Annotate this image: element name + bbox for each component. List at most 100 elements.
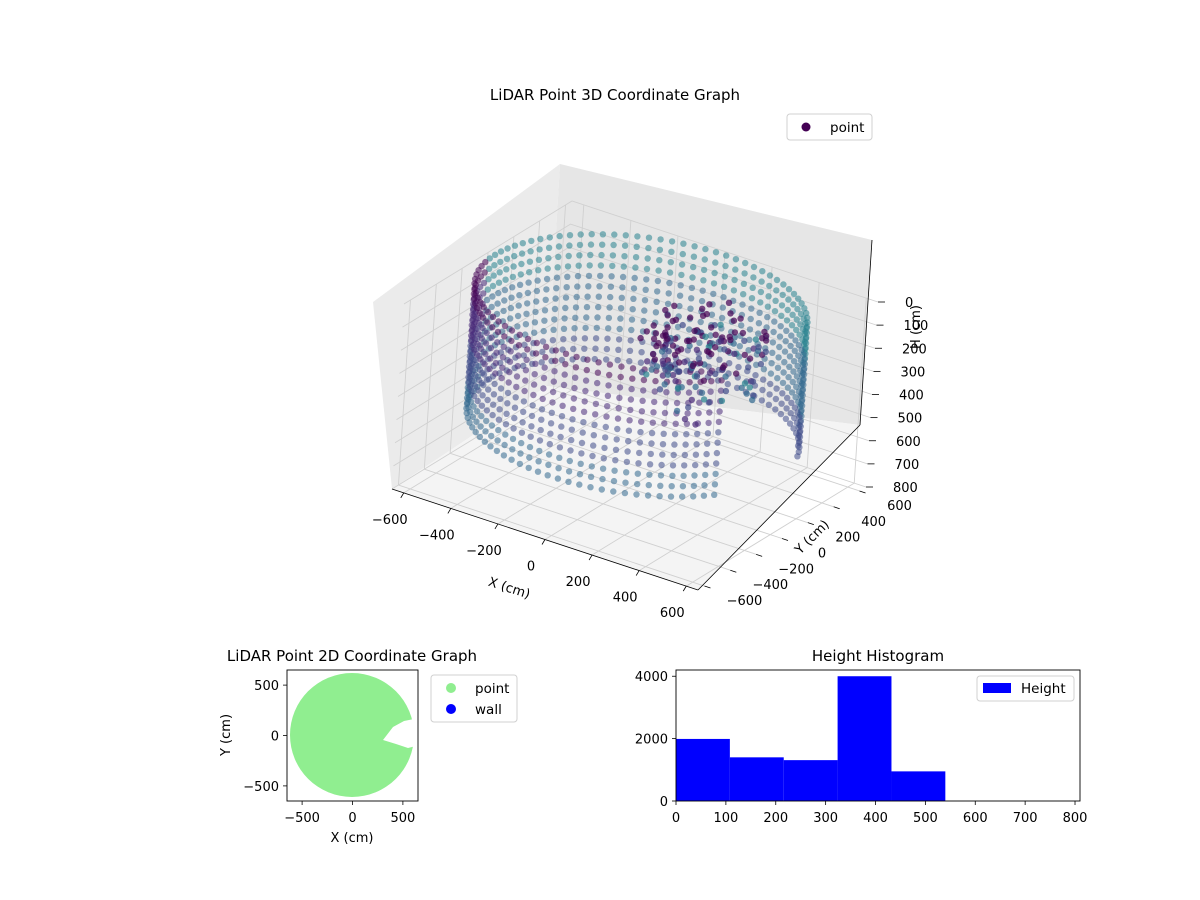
lidar-point [646,461,654,468]
lidar-point [499,364,506,371]
lidar-point [489,293,496,300]
lidar-point [667,259,674,266]
lidar-point [495,289,502,297]
lidar-point [485,276,492,283]
lidar-point [640,317,647,325]
lidar-point [656,257,663,264]
lidar-point [628,326,635,334]
lidar-point [504,245,511,252]
lidar-point [622,479,629,486]
lidar-point [653,298,660,305]
lidar-point [581,335,589,342]
lidar-point [727,310,734,317]
lidar-point [486,255,493,262]
lidar-point [542,354,549,361]
lidar-point [677,346,685,353]
lidar-point [673,407,681,415]
x-tick-label: −400 [419,528,455,543]
lidar-point [703,450,710,458]
lidar-point [592,335,600,342]
lidar-point [545,244,553,251]
lidar-point [544,265,551,272]
lidar-point [612,446,620,453]
lidar-point [712,331,719,338]
lidar-point [502,431,509,438]
lidar-point [574,283,581,290]
lidar-point [595,303,602,311]
lidar-point [799,336,806,343]
lidar-point [626,358,633,365]
lidar-point [787,410,794,417]
lidar-point [663,389,670,396]
lidar-point [605,325,612,332]
lidar-point [524,346,531,353]
lidar-point [494,437,501,444]
lidar-point [487,355,494,362]
lidar-point [560,381,568,389]
y-tick-label-hist: 4000 [635,670,668,685]
lidar-point [668,238,676,245]
lidar-point [523,356,530,363]
lidar-point [748,305,755,312]
lidar-point [565,478,572,485]
lidar-point [651,388,658,395]
lidar-point [710,280,718,287]
lidar-point [526,258,534,265]
lidar-point [566,242,573,249]
lidar-point [548,409,555,416]
lidar-point [506,368,513,376]
lidar-point [560,336,567,343]
lidar-point [719,364,727,371]
lidar-point [779,379,787,387]
lidar-point [646,471,653,478]
lidar-point [550,326,557,333]
lidar-point [594,379,601,387]
lidar-point [478,402,486,409]
lidar-point [669,472,676,479]
lidar-point [659,372,667,379]
lidar-point [598,486,605,493]
lidar-point [503,266,510,273]
lidar-point [599,465,607,472]
lidar-point [590,432,597,439]
lidar-point [500,307,507,315]
lidar-point [795,342,803,349]
lidar-point [690,493,697,500]
lidar-point [638,349,645,356]
lidar-point [471,392,478,400]
lidar-point [724,380,731,388]
lidar-point [778,312,785,319]
lidar-point [741,337,748,344]
plot-area-2d [290,673,418,797]
lidar-point [793,383,800,390]
lidar-point [727,336,734,344]
lidar-point [715,418,723,426]
lidar-point [731,350,738,357]
lidar-point [556,454,563,461]
x-tick-label-hist: 600 [963,811,988,826]
legend-2d-point-label: point [475,681,509,697]
lidar-point [776,333,784,340]
lidar-point [652,377,659,385]
lidar-point [610,241,617,249]
lidar-point [476,433,484,441]
lidar-point [514,323,521,330]
lidar-point [733,370,740,377]
lidar-point [772,297,779,304]
lidar-point [650,409,657,416]
lidar-point [560,325,568,332]
lidar-point [491,251,499,258]
lidar-point [697,318,704,326]
lidar-point [588,463,595,470]
lidar-point [712,370,719,378]
lidar-point [611,467,618,474]
lidar-point [501,441,508,449]
lidar-point [717,337,725,345]
x-tick [541,539,546,545]
lidar-point [616,394,623,401]
lidar-point [678,271,685,279]
lidar-point [481,438,489,445]
lidar-point [502,276,509,283]
z-tick-label: 400 [899,389,924,404]
lidar-point [758,278,765,285]
